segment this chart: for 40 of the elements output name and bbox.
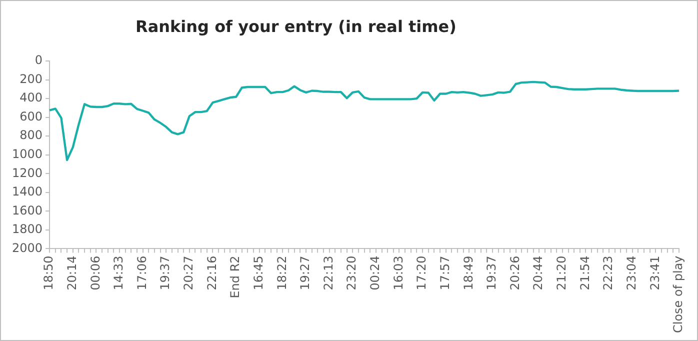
x-tick-label: 23:04 bbox=[624, 256, 638, 290]
chart-title: Ranking of your entry (in real time) bbox=[134, 17, 458, 36]
x-tick-label: 17:20 bbox=[414, 256, 429, 290]
x-tick-label: End R2 bbox=[228, 256, 242, 298]
x-tick-label: 00:24 bbox=[368, 256, 382, 290]
x-tick-label: 22:23 bbox=[601, 256, 616, 290]
y-tick-label: 1200 bbox=[12, 166, 43, 180]
x-tick-label: 16:45 bbox=[251, 256, 266, 290]
y-tick-label: 1800 bbox=[12, 222, 43, 236]
x-tick-label: 19:27 bbox=[298, 256, 312, 290]
y-tick-label: 400 bbox=[20, 90, 43, 105]
x-tick-label: 18:49 bbox=[461, 256, 476, 290]
x-tick-label: 20:14 bbox=[64, 256, 79, 290]
x-tick-label: 22:16 bbox=[204, 256, 219, 290]
y-tick-label: 0 bbox=[34, 53, 43, 68]
x-tick-label: 19:37 bbox=[484, 256, 499, 290]
x-tick-label: 20:44 bbox=[531, 256, 546, 290]
x-tick-label: 00:06 bbox=[88, 256, 102, 290]
y-tick-label: 1400 bbox=[12, 184, 43, 199]
y-tick-label: 600 bbox=[20, 109, 43, 124]
x-tick-label: 21:20 bbox=[554, 256, 569, 290]
x-tick-label: 17:57 bbox=[438, 256, 452, 290]
x-tick-label: 17:06 bbox=[134, 256, 149, 290]
x-tick-label: 21:54 bbox=[578, 256, 592, 290]
x-tick-label: 23:20 bbox=[344, 256, 359, 290]
y-tick-label: 200 bbox=[20, 72, 43, 86]
x-tick-label: 14:33 bbox=[112, 256, 126, 290]
y-tick-label: 2000 bbox=[12, 240, 43, 255]
x-tick-label: 16:03 bbox=[391, 256, 406, 290]
y-tick-label: 1600 bbox=[12, 203, 43, 218]
x-tick-label: 22:13 bbox=[321, 256, 336, 290]
x-tick-label: 18:22 bbox=[274, 256, 289, 290]
x-tick-label: 20:27 bbox=[182, 256, 196, 290]
x-tick-label: 23:41 bbox=[648, 256, 662, 290]
x-tick-label: 19:37 bbox=[158, 256, 172, 290]
y-tick-label: 1000 bbox=[12, 146, 43, 161]
x-tick-label: Close of play bbox=[671, 256, 686, 334]
y-tick-label: 800 bbox=[20, 128, 43, 142]
x-tick-label: 20:26 bbox=[508, 256, 522, 290]
x-tick-label: 18:50 bbox=[42, 256, 56, 290]
